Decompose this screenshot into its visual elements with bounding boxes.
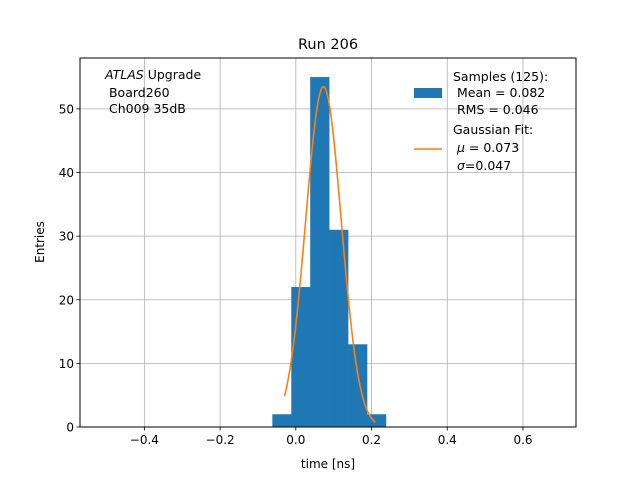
legend-sigma-symbol: σ <box>457 158 466 173</box>
y-tick-label: 40 <box>59 166 74 180</box>
y-tick-label: 20 <box>59 293 74 307</box>
x-tick-label: 0.2 <box>362 433 381 447</box>
annotation-upgrade: Upgrade <box>144 67 202 82</box>
plot-frame <box>79 57 577 428</box>
histogram-bars <box>272 77 387 427</box>
legend-fit-mu: μ = 0.073 <box>453 140 519 155</box>
annotation-text: ATLAS Upgrade Board260 Ch009 35dB <box>104 67 201 116</box>
legend-rms-label: RMS = 0.046 <box>453 102 539 117</box>
legend: Samples (125): Mean = 0.082 RMS = 0.046 … <box>414 69 548 173</box>
legend-fit-sigma: σ=0.047 <box>453 158 511 173</box>
legend-mu-value: = 0.073 <box>465 140 519 155</box>
legend-samples-label: Samples (125): <box>453 69 548 84</box>
x-tick-label: 0.4 <box>438 433 457 447</box>
legend-mean-label: Mean = 0.082 <box>453 85 545 100</box>
y-tick-label: 50 <box>59 102 74 116</box>
y-tick-label: 0 <box>66 421 74 435</box>
legend-histogram-swatch <box>414 88 442 98</box>
svg-text:ATLAS Upgrade: ATLAS Upgrade <box>104 67 201 82</box>
y-tick-label: 10 <box>59 357 74 371</box>
x-axis: −0.4 −0.2 0.0 0.2 0.4 0.6 <box>130 427 533 447</box>
gaussian-fit-curve <box>283 85 376 423</box>
annotation-atlas: ATLAS <box>104 67 144 82</box>
y-tick-label: 30 <box>59 230 74 244</box>
annotation-board: Board260 <box>105 85 170 100</box>
x-tick-label: 0.6 <box>513 433 532 447</box>
histogram-bar <box>291 287 311 427</box>
chart-title: Run 206 <box>298 37 358 53</box>
legend-mu-symbol: μ <box>456 140 465 155</box>
y-axis: 0 10 20 30 40 50 <box>59 102 80 435</box>
histogram-bar <box>310 77 330 427</box>
y-axis-label: Entries <box>33 221 47 263</box>
histogram-bar <box>329 229 349 427</box>
annotation-channel: Ch009 35dB <box>105 101 186 116</box>
x-axis-label: time [ns] <box>301 457 355 471</box>
legend-fit-label: Gaussian Fit: <box>453 122 533 137</box>
histogram-bar <box>348 344 368 427</box>
x-tick-label: −0.2 <box>206 433 235 447</box>
histogram-bar <box>272 414 292 427</box>
x-tick-label: −0.4 <box>130 433 159 447</box>
x-tick-label: 0.0 <box>286 433 305 447</box>
legend-sigma-value: =0.047 <box>465 158 511 173</box>
